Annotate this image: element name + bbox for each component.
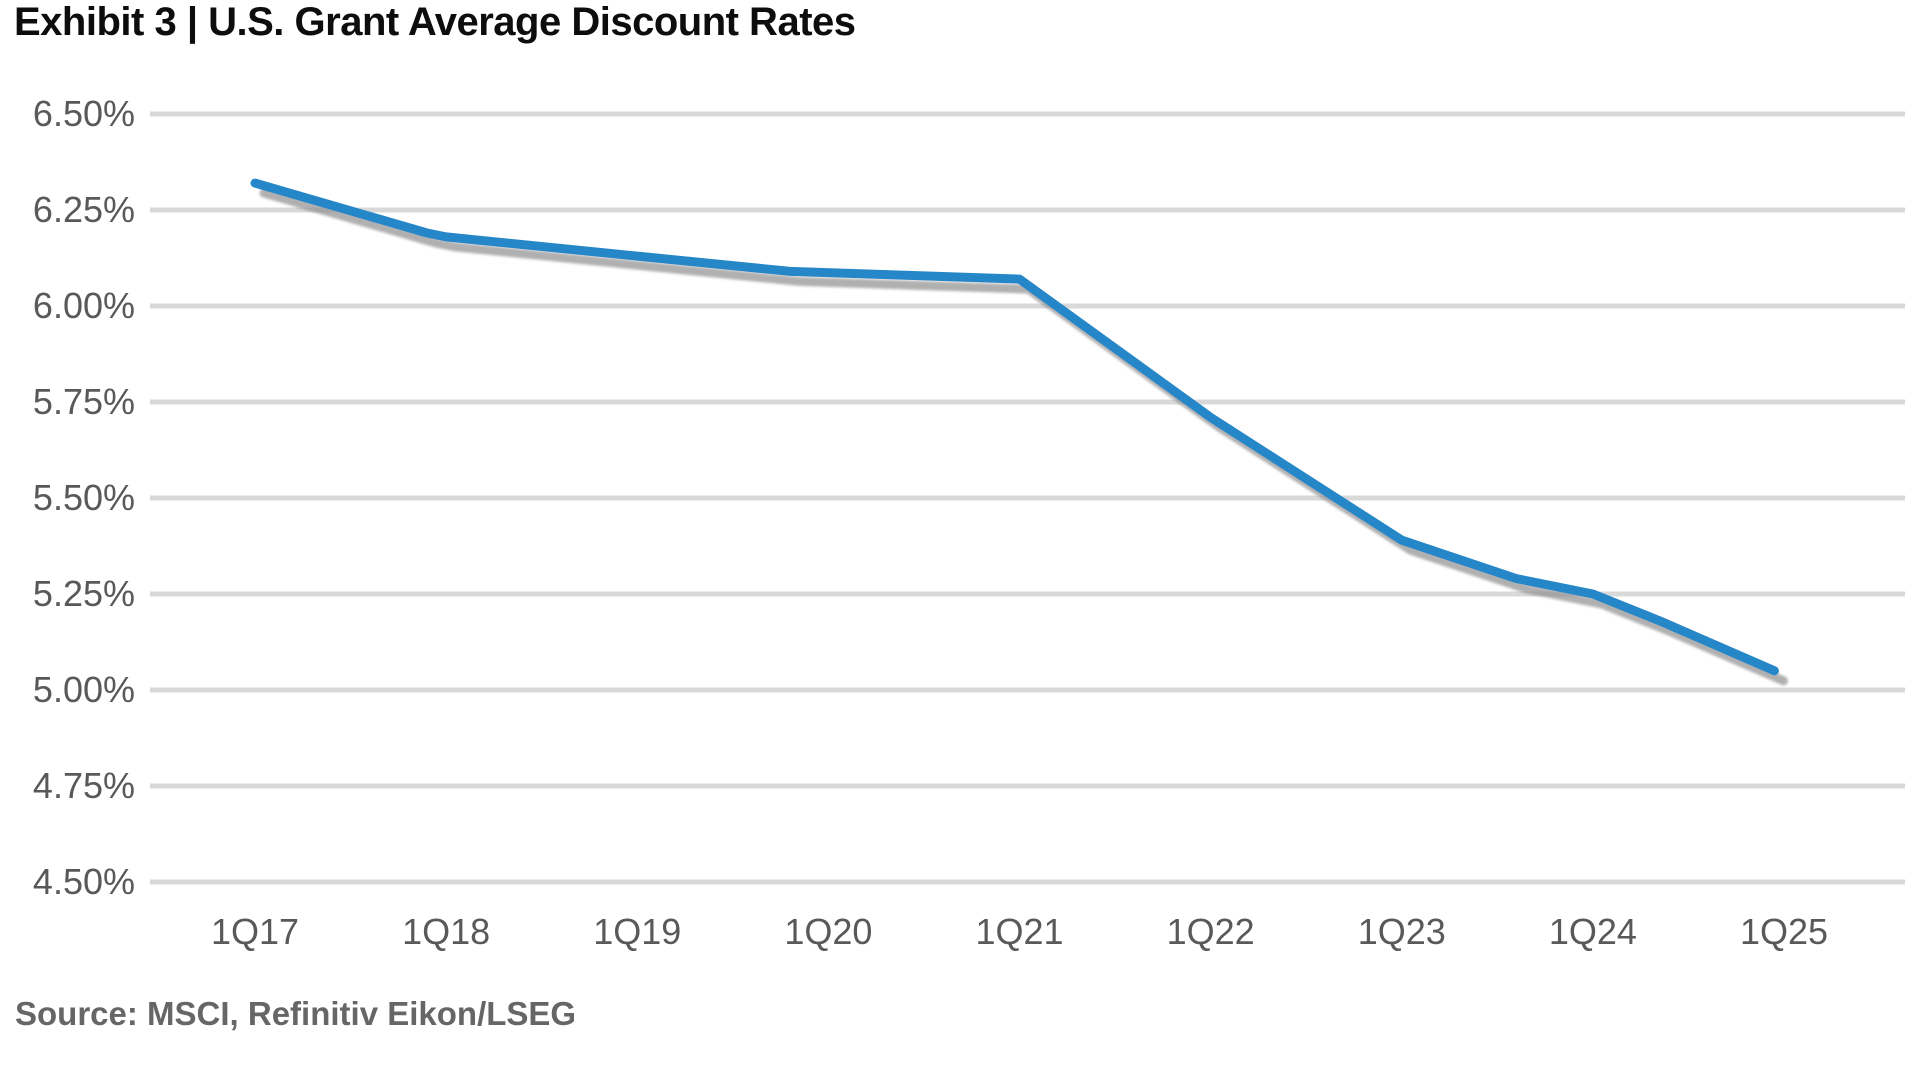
x-tick-label: 1Q25 <box>1739 911 1829 952</box>
y-tick-label: 4.50% <box>32 861 135 902</box>
x-tick-label: 1Q19 <box>593 911 682 952</box>
chart-title: Exhibit 3 | U.S. Grant Average Discount … <box>14 0 856 44</box>
discount-rate-line <box>250 178 1779 676</box>
x-tick-label: 1Q23 <box>1357 911 1446 952</box>
y-tick-label: 5.75% <box>32 381 135 422</box>
y-tick-label: 4.75% <box>32 765 135 806</box>
y-tick-label: 6.00% <box>32 285 135 326</box>
y-tick-label: 5.25% <box>32 573 135 614</box>
gridlines <box>150 111 1905 885</box>
source-note: Source: MSCI, Refinitiv Eikon/LSEG <box>15 995 577 1032</box>
y-tick-label: 5.00% <box>32 669 135 710</box>
y-tick-label: 6.25% <box>32 189 135 230</box>
x-tick-label: 1Q21 <box>975 911 1064 952</box>
x-tick-label: 1Q20 <box>784 911 873 952</box>
x-tick-label: 1Q17 <box>210 911 300 952</box>
y-tick-label: 6.50% <box>32 93 135 134</box>
x-tick-label: 1Q24 <box>1548 911 1637 952</box>
y-tick-label: 5.50% <box>32 477 135 518</box>
x-tick-label: 1Q22 <box>1166 911 1255 952</box>
x-tick-label: 1Q18 <box>402 911 491 952</box>
